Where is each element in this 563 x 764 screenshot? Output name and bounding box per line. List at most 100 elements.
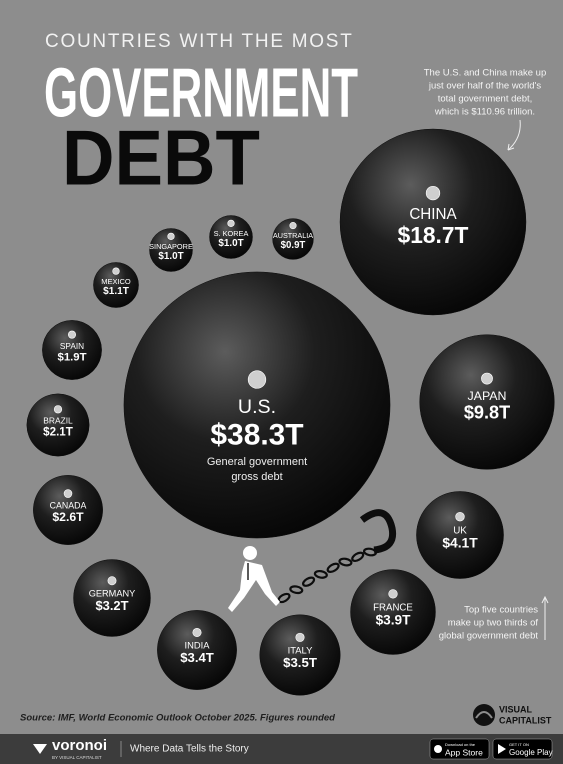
flag — [167, 232, 175, 240]
source: Source: IMF, World Economic Outlook Octo… — [20, 713, 335, 724]
debt-ball — [33, 475, 103, 545]
vc-logo-mark-line — [475, 711, 493, 719]
debt-ball — [339, 128, 527, 316]
chain-link — [313, 569, 328, 579]
country-label: JAPAN — [467, 389, 506, 403]
runner — [228, 546, 280, 612]
note-arrowhead — [541, 595, 549, 604]
value-label: $3.4T — [180, 650, 214, 665]
flag — [63, 489, 73, 498]
debt-ball — [350, 569, 436, 655]
vc-logo: VISUAL CAPITALIST — [473, 704, 552, 726]
country-label: SPAIN — [60, 342, 84, 351]
value-label: $1.9T — [58, 351, 87, 363]
flag — [247, 370, 267, 389]
app-store-label: App Store — [445, 747, 483, 757]
flag — [388, 589, 398, 599]
app-store-button[interactable]: Download on the App Store — [429, 738, 490, 760]
bottom-note: global government debt — [439, 631, 539, 642]
country-label: MEXICO — [101, 277, 131, 286]
flag — [192, 627, 202, 637]
value-label: $38.3T — [210, 418, 303, 451]
note-arrow — [507, 119, 521, 151]
flag — [112, 267, 120, 275]
app-store-icon — [434, 745, 442, 753]
chain — [277, 509, 397, 604]
title-kicker: COUNTRIES WITH THE MOST — [45, 31, 355, 52]
value-label: $0.9T — [281, 240, 306, 251]
debt-ball — [42, 320, 102, 380]
debt-ball — [209, 215, 253, 259]
top-note: total government debt, — [438, 94, 533, 105]
debt-ball — [272, 218, 314, 260]
google-play-button[interactable]: GET IT ON Google Play — [492, 738, 553, 760]
top-note: which is $110.96 trillion. — [434, 107, 535, 118]
top-note: The U.S. and China make up — [424, 68, 547, 79]
debt-ball — [259, 614, 341, 696]
google-play-icon — [498, 744, 506, 754]
google-play-label: Google Play — [509, 748, 553, 757]
bottom-note: Top five countries — [464, 605, 538, 616]
flag — [295, 632, 305, 642]
chain-link — [289, 585, 304, 595]
country-label: BRAZIL — [43, 416, 73, 426]
country-label: AUSTRALIA — [273, 231, 313, 240]
footer-tagline: Where Data Tells the Story — [130, 744, 249, 755]
value-label: $4.1T — [442, 535, 478, 551]
country-label: ITALY — [288, 645, 313, 656]
debt-ball — [419, 334, 555, 470]
flag — [53, 405, 63, 414]
vc-logo-text: CAPITALIST — [499, 715, 552, 725]
flag — [425, 185, 441, 201]
value-label: $9.8T — [464, 403, 510, 423]
country-label: CHINA — [409, 206, 457, 223]
footer-brand: voronoi — [52, 737, 107, 754]
debt-ball — [26, 393, 90, 457]
vc-logo-text: VISUAL — [499, 704, 533, 714]
value-label: $2.1T — [43, 426, 73, 439]
chain-link — [351, 551, 365, 563]
chain-link — [338, 557, 353, 567]
flag — [481, 372, 493, 385]
country-label: S. KOREA — [214, 229, 249, 238]
app-store-bg[interactable] — [429, 738, 490, 760]
debt-ball — [73, 559, 151, 637]
country-label: GERMANY — [89, 589, 136, 599]
bubbles: U.S.$38.3T CHINA$18.7T JAPAN$9.8T UK$4.1T FR… — [26, 128, 555, 696]
runner-head — [243, 546, 257, 560]
chain-link — [362, 547, 378, 557]
bottom-note: make up two thirds of — [448, 618, 539, 629]
title-debt: DEBT — [62, 114, 260, 202]
value-label: $3.9T — [376, 612, 412, 627]
country-label: FRANCE — [373, 602, 413, 613]
google-play-bg[interactable] — [492, 738, 553, 760]
country-label: INDIA — [185, 641, 211, 651]
voronoi-mark — [33, 744, 47, 754]
us-note: General government — [207, 456, 307, 468]
app-store-small: Download on the — [445, 742, 476, 747]
title-main: GOVERNMENT — [44, 53, 358, 131]
chain-link — [326, 562, 340, 573]
top-note: just over half of the world's — [428, 81, 541, 92]
debt-ball — [149, 228, 193, 272]
shackle — [359, 509, 397, 554]
country-label: SINGAPORE — [149, 242, 193, 251]
debt-ball — [93, 262, 139, 308]
note-arrowhead — [507, 143, 515, 151]
flag — [455, 511, 465, 522]
footer-brand-sub: BY VISUAL CAPITALIST — [52, 755, 102, 760]
chain-link — [302, 576, 316, 587]
flag — [107, 576, 117, 586]
country-label: CANADA — [50, 501, 87, 511]
vc-logo-mark — [473, 704, 495, 726]
debt-ball — [123, 271, 391, 539]
value-label: $18.7T — [398, 222, 469, 248]
value-label: $3.2T — [95, 598, 128, 613]
runner-body — [228, 561, 280, 612]
debt-ball — [416, 491, 504, 579]
debt-ball — [157, 610, 237, 690]
value-label: $3.5T — [283, 655, 317, 670]
flag — [227, 219, 235, 227]
